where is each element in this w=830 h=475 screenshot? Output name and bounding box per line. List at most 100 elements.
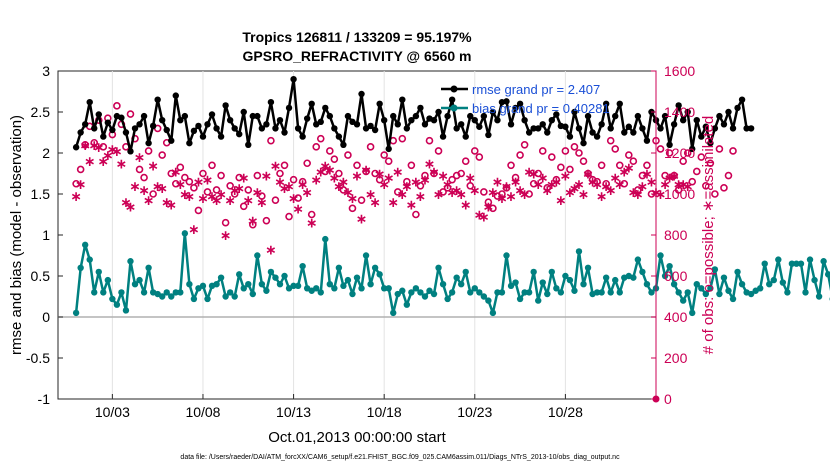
obs-possible-point: [656, 145, 665, 153]
bias-point: [394, 290, 401, 298]
rmse-point: [303, 115, 311, 122]
y-right-tick-label: 1200: [664, 145, 695, 161]
obs-possible-point: [692, 167, 701, 176]
bias-point: [444, 295, 451, 303]
obs-assimilated-point: ∗: [514, 182, 526, 198]
obs-assimilated-point: ∗: [659, 176, 671, 192]
bias-point: [140, 289, 148, 296]
obs-assimilated-point: ∗: [188, 221, 200, 237]
obs-assimilated-point: ∗: [464, 170, 476, 186]
obs-assimilated-point: ∗: [532, 176, 544, 192]
obs-possible-point: [706, 159, 715, 168]
obs-assimilated-point: ∗: [609, 170, 621, 186]
rmse-point: [77, 129, 84, 136]
rmse-point: [743, 125, 750, 132]
obs-possible-point: [140, 173, 148, 182]
obs-possible-point: [289, 175, 298, 184]
y-left-tick-label: 3: [42, 63, 50, 79]
rmse-point: [331, 125, 338, 132]
obs-assimilated-point: ∗: [369, 194, 381, 210]
bias-point: [385, 285, 392, 292]
bias-point: [702, 290, 710, 298]
obs-possible-point: [584, 169, 592, 178]
obs-possible-point: [230, 190, 239, 198]
obs-assimilated-point: ∗: [483, 198, 495, 214]
obs-assimilated-point: ∗: [279, 180, 291, 196]
bias-point: [756, 285, 764, 292]
obs-assimilated-point: ∗: [677, 176, 689, 192]
bias-point: [675, 289, 682, 296]
x-tick-label: 10/08: [185, 404, 220, 420]
obs-assimilated-point: ∗: [116, 155, 128, 171]
legend: rmse grand pr = 2.407 bias grand pr = 0.…: [441, 82, 610, 116]
rmse-point: [639, 125, 646, 132]
obs-assimilated-point: ∗: [560, 168, 572, 184]
obs-assimilated-point: ∗: [396, 186, 408, 202]
obs-assimilated-point: ∗: [347, 190, 359, 206]
y-right-tick-label: 600: [664, 268, 688, 284]
rmse-point: [571, 108, 578, 116]
obs-assimilated-point: ∗: [356, 211, 368, 227]
bias-point: [525, 289, 533, 296]
bias-point: [507, 282, 515, 290]
bias-point: [797, 260, 805, 267]
rmse-point: [163, 126, 170, 134]
obs-assimilated-point: ∗: [351, 168, 363, 184]
bias-point: [362, 252, 370, 259]
bias-point: [426, 287, 433, 294]
obs-possible-point: [171, 179, 180, 188]
bias-point: [815, 293, 823, 300]
bias-point: [634, 256, 642, 263]
obs-assimilated-point: ∗: [632, 186, 644, 202]
bias-point: [557, 289, 565, 296]
obs-possible-point: [90, 138, 99, 147]
bias-point: [344, 276, 352, 284]
obs-possible-point: [181, 173, 189, 182]
obs-possible-point: [615, 161, 624, 170]
obs-possible-point: [620, 179, 629, 188]
y-axis-left-label: rmse and bias (model - observation): [8, 115, 25, 355]
obs-possible-point: [226, 182, 234, 190]
bias-point: [281, 272, 288, 280]
obs-possible-point: [126, 110, 135, 118]
obs-assimilated-point: ∗: [578, 186, 590, 202]
bias-point: [158, 293, 166, 300]
bias-point: [539, 279, 546, 286]
bias-point: [584, 264, 592, 271]
obs-possible-point: [688, 177, 697, 186]
rmse-point: [535, 125, 542, 132]
obs-assimilated-point: ∗: [328, 170, 340, 186]
rmse-point: [380, 117, 388, 124]
obs-assimilated-point: ∗: [596, 188, 608, 204]
rmse-point: [476, 123, 483, 130]
obs-assimilated-point: ∗: [528, 166, 540, 182]
bias-point: [689, 309, 696, 317]
bias-point: [462, 268, 469, 276]
obs-assimilated-point: ∗: [374, 166, 386, 182]
y-left-tick-label: 1.5: [31, 186, 51, 202]
obs-assimilated-point: ∗: [147, 157, 159, 173]
x-tick-label: 10/18: [367, 404, 402, 420]
obs-possible-point: [280, 161, 289, 170]
obs-assimilated-point: ∗: [211, 192, 223, 208]
obs-assimilated-point: ∗: [265, 241, 277, 257]
obs-assimilated-point: ∗: [668, 168, 680, 184]
rmse-point: [104, 119, 112, 126]
obs-possible-point: [434, 147, 443, 155]
bias-point: [788, 260, 796, 267]
bias-point: [612, 276, 619, 284]
bias-point: [421, 293, 429, 300]
rmse-point: [707, 139, 714, 147]
obs-possible-point: [484, 198, 493, 206]
rmse-point: [181, 112, 189, 120]
obs-assimilated-point: ∗: [324, 161, 336, 177]
legend-rmse-label: rmse grand pr = 2.407: [472, 82, 600, 97]
obs-possible-point: [489, 204, 497, 213]
obs-possible-point: [99, 143, 108, 151]
rmse-point: [385, 145, 392, 153]
obs-assimilated-point: ∗: [673, 176, 685, 192]
obs-assimilated-point: ∗: [251, 184, 263, 200]
rmse-point: [634, 112, 642, 120]
rmse-point: [562, 123, 569, 130]
bias-point: [272, 274, 279, 281]
